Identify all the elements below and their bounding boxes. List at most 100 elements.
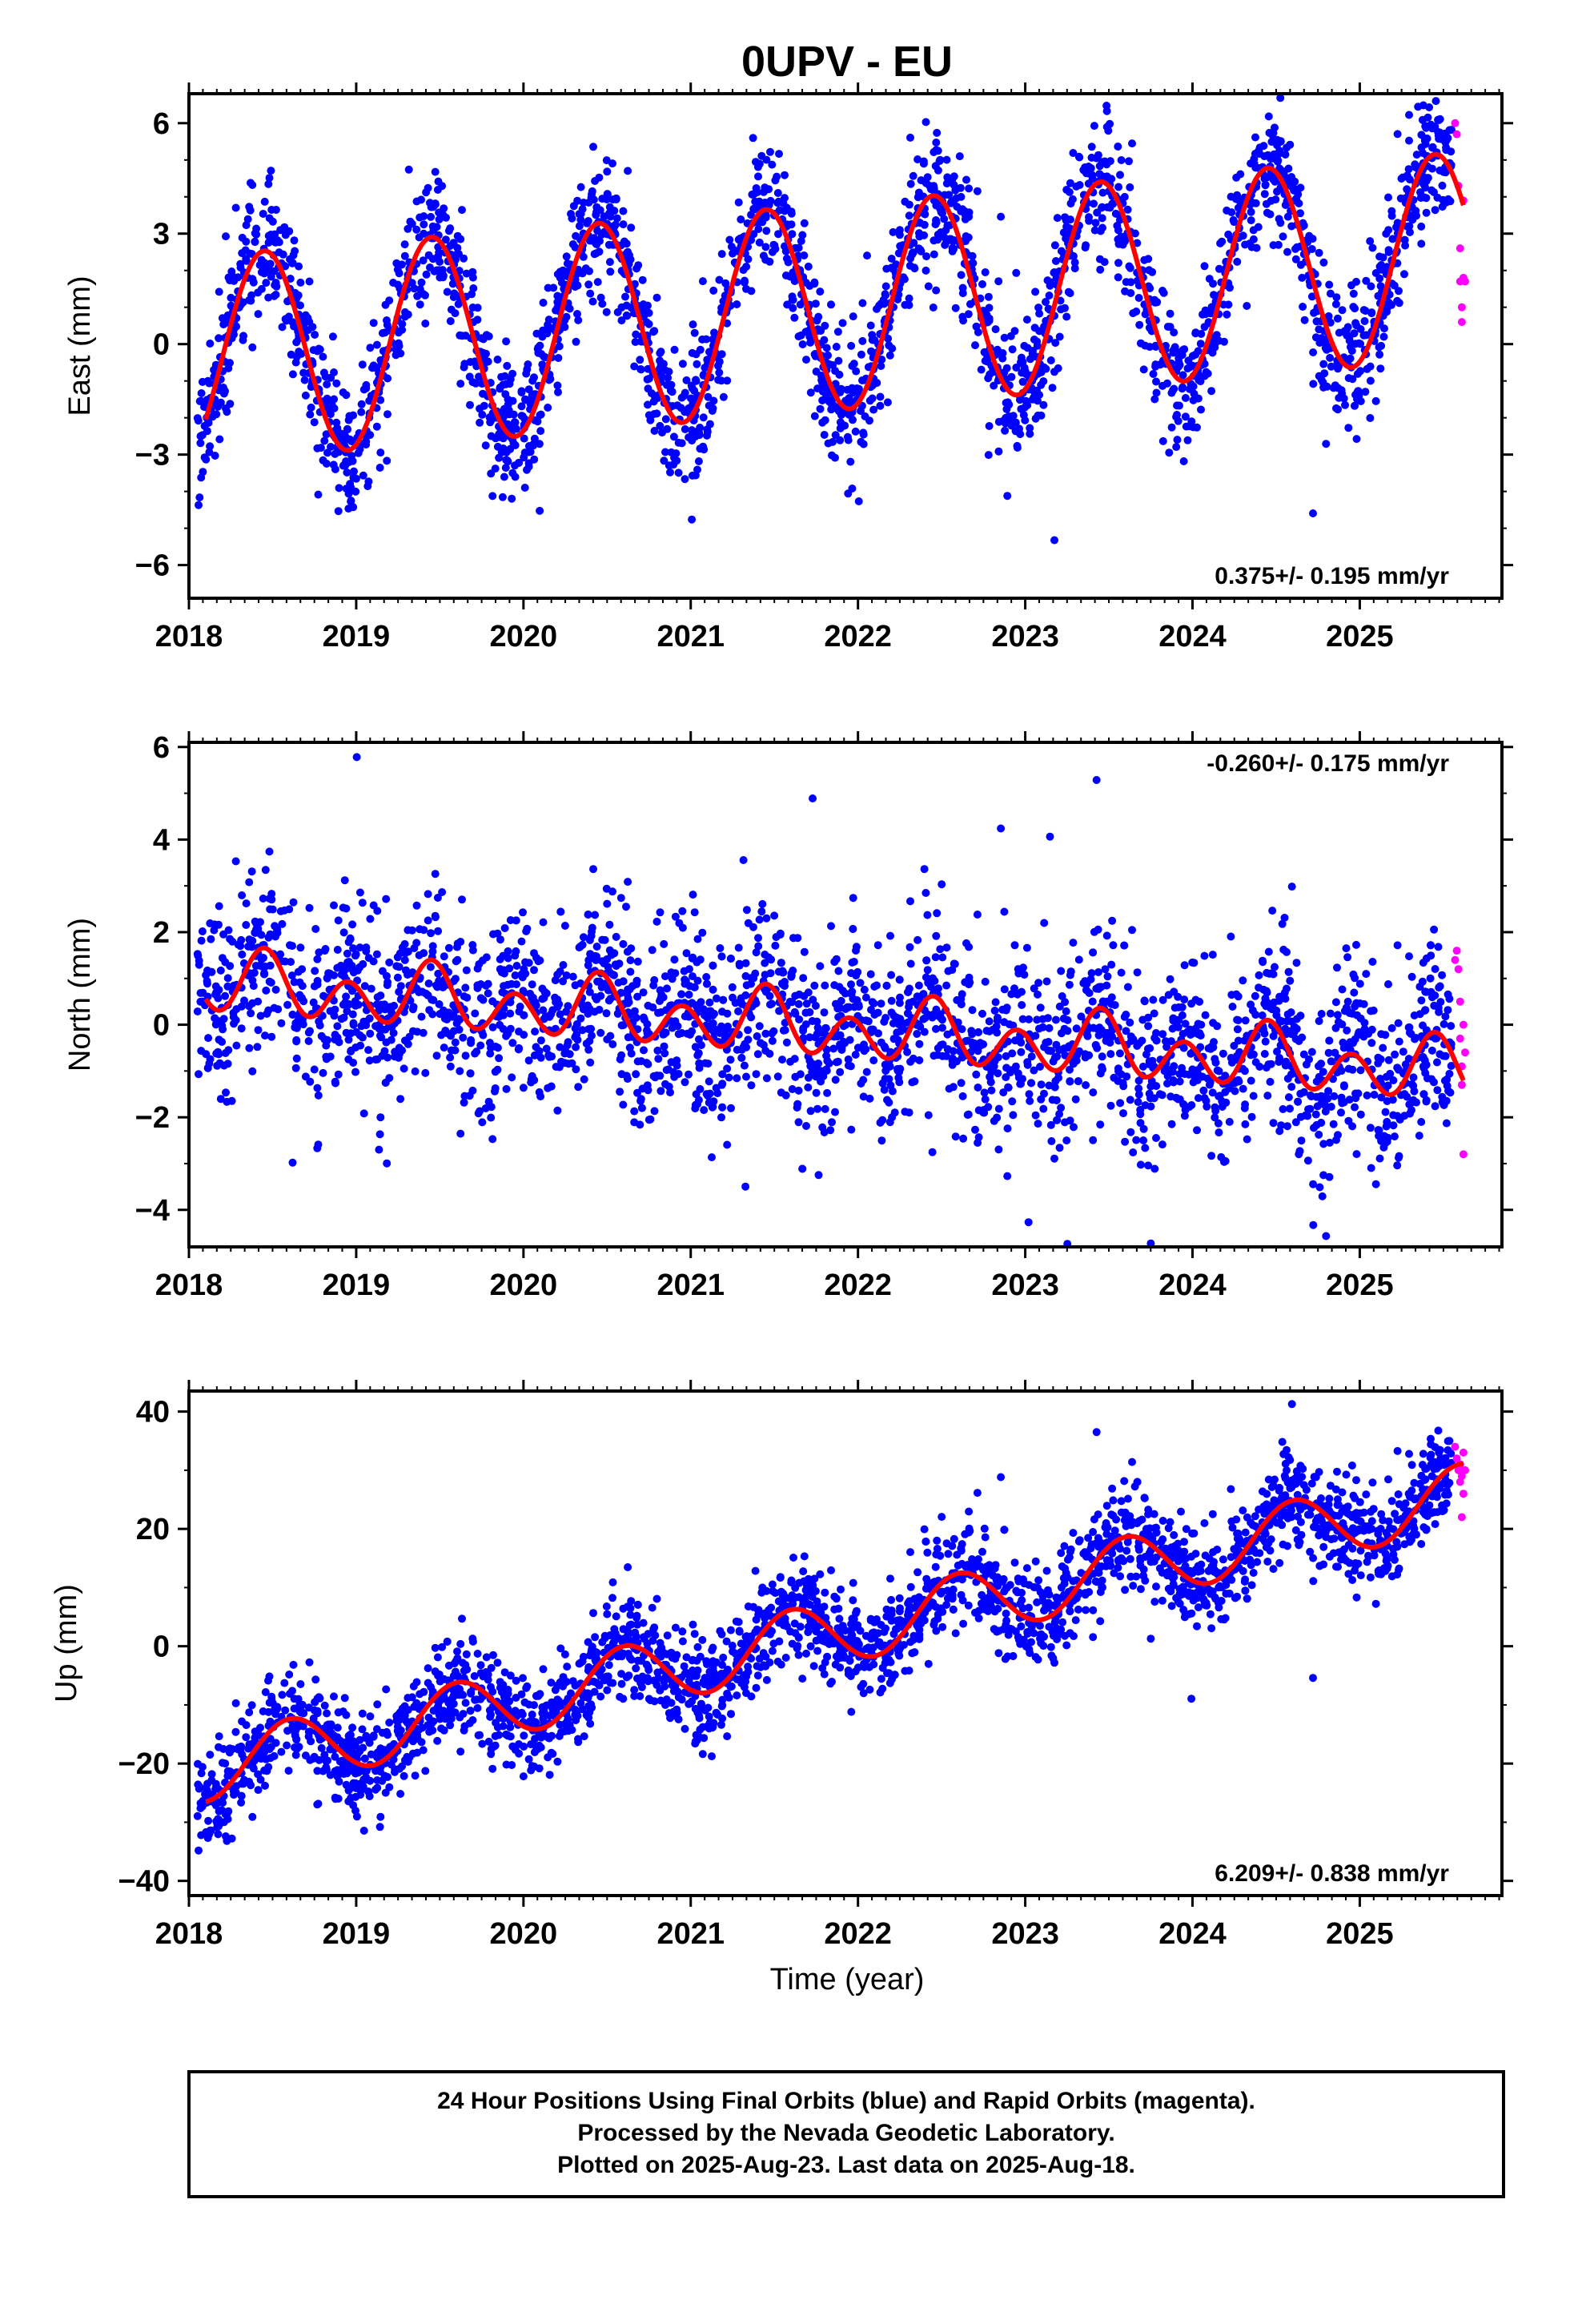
north-final-point: [1232, 990, 1241, 999]
north-final-point: [463, 993, 472, 1002]
east-final-point: [1082, 163, 1091, 172]
north-final-point: [1026, 1096, 1034, 1105]
north-final-point: [519, 1084, 528, 1092]
east-final-point: [744, 255, 753, 263]
east-final-point: [602, 308, 611, 316]
north-final-point: [1343, 953, 1352, 962]
east-final-point: [1018, 368, 1026, 377]
east-x-tick-label: 2023: [991, 620, 1059, 653]
east-final-point: [1085, 216, 1094, 225]
north-final-point: [616, 1088, 624, 1096]
north-final-point: [1435, 983, 1443, 992]
north-final-point: [1144, 1022, 1153, 1031]
north-final-point: [1194, 1094, 1203, 1103]
east-final-point: [568, 214, 576, 223]
north-final-point: [1410, 1087, 1419, 1096]
east-final-point: [1273, 187, 1281, 196]
east-final-point: [313, 444, 322, 452]
east-final-point: [404, 165, 413, 174]
east-final-point: [978, 279, 986, 288]
east-final-point: [1050, 536, 1058, 545]
east-final-point: [573, 281, 582, 290]
north-final-point: [364, 1046, 373, 1055]
east-final-point: [412, 197, 421, 206]
east-final-point: [1384, 247, 1393, 256]
east-final-point: [666, 468, 674, 476]
east-final-point: [740, 278, 749, 287]
east-final-point: [1352, 321, 1361, 330]
east-final-point: [1380, 324, 1388, 333]
north-final-point: [383, 1159, 391, 1168]
east-final-point: [383, 456, 391, 465]
east-final-point: [1197, 405, 1205, 414]
east-final-point: [591, 177, 600, 185]
north-final-point: [752, 1070, 761, 1079]
east-plot-area: [193, 94, 1469, 545]
east-final-point: [1135, 320, 1144, 329]
north-final-point: [333, 946, 342, 954]
north-final-point: [336, 961, 345, 970]
east-final-point: [1095, 255, 1104, 263]
east-final-point: [417, 278, 426, 287]
east-final-point: [288, 259, 296, 267]
north-final-point: [417, 1012, 426, 1021]
east-final-point: [560, 316, 569, 324]
east-final-point: [1393, 130, 1402, 139]
east-final-point: [300, 376, 309, 384]
north-final-point: [823, 1088, 832, 1097]
east-final-point: [1375, 350, 1384, 359]
east-final-point: [775, 150, 783, 159]
east-final-point: [378, 329, 387, 337]
east-final-point: [1287, 222, 1296, 231]
north-final-point: [965, 943, 974, 951]
east-final-point: [779, 199, 788, 207]
north-final-point: [1352, 999, 1361, 1007]
east-final-point: [909, 171, 917, 180]
north-final-point: [387, 1035, 396, 1044]
east-final-point: [765, 257, 774, 266]
east-final-point: [836, 388, 845, 396]
north-final-point: [288, 1158, 297, 1167]
north-final-point: [936, 945, 945, 954]
north-final-point: [1431, 965, 1439, 973]
north-final-point: [453, 955, 462, 964]
east-final-point: [343, 424, 351, 433]
north-final-point: [945, 1084, 954, 1093]
north-final-point: [718, 1007, 726, 1016]
east-final-point: [705, 401, 713, 410]
north-final-point: [1430, 925, 1439, 934]
east-final-point: [1298, 273, 1307, 282]
east-final-point: [717, 250, 726, 259]
east-final-point: [458, 206, 466, 215]
north-final-point: [921, 889, 930, 897]
east-final-point: [202, 455, 211, 464]
east-final-point: [500, 372, 509, 380]
east-final-point: [590, 250, 599, 259]
north-final-point: [630, 1007, 639, 1015]
east-final-point: [366, 431, 375, 440]
north-final-point: [1225, 1117, 1234, 1126]
north-final-point: [1092, 776, 1101, 784]
east-final-point: [236, 259, 245, 268]
east-final-point: [231, 203, 240, 212]
east-final-point: [331, 449, 339, 458]
east-x-tick-label: 2018: [155, 620, 223, 653]
east-final-point: [562, 252, 571, 261]
north-final-point: [773, 1072, 782, 1081]
north-final-point: [734, 943, 743, 952]
east-final-point: [1332, 404, 1340, 412]
east-final-point: [435, 215, 444, 223]
east-final-point: [709, 335, 717, 344]
east-final-point: [984, 374, 993, 383]
east-final-point: [811, 300, 820, 308]
north-final-point: [365, 1056, 374, 1065]
east-final-point: [1102, 123, 1111, 131]
east-final-point: [1173, 436, 1182, 444]
north-final-point: [1434, 943, 1443, 951]
east-final-point: [1114, 183, 1123, 191]
east-final-point: [1422, 208, 1431, 217]
north-final-point: [400, 1064, 408, 1073]
north-final-point: [1332, 1136, 1340, 1144]
east-final-point: [717, 376, 725, 385]
east-final-point: [734, 235, 743, 244]
